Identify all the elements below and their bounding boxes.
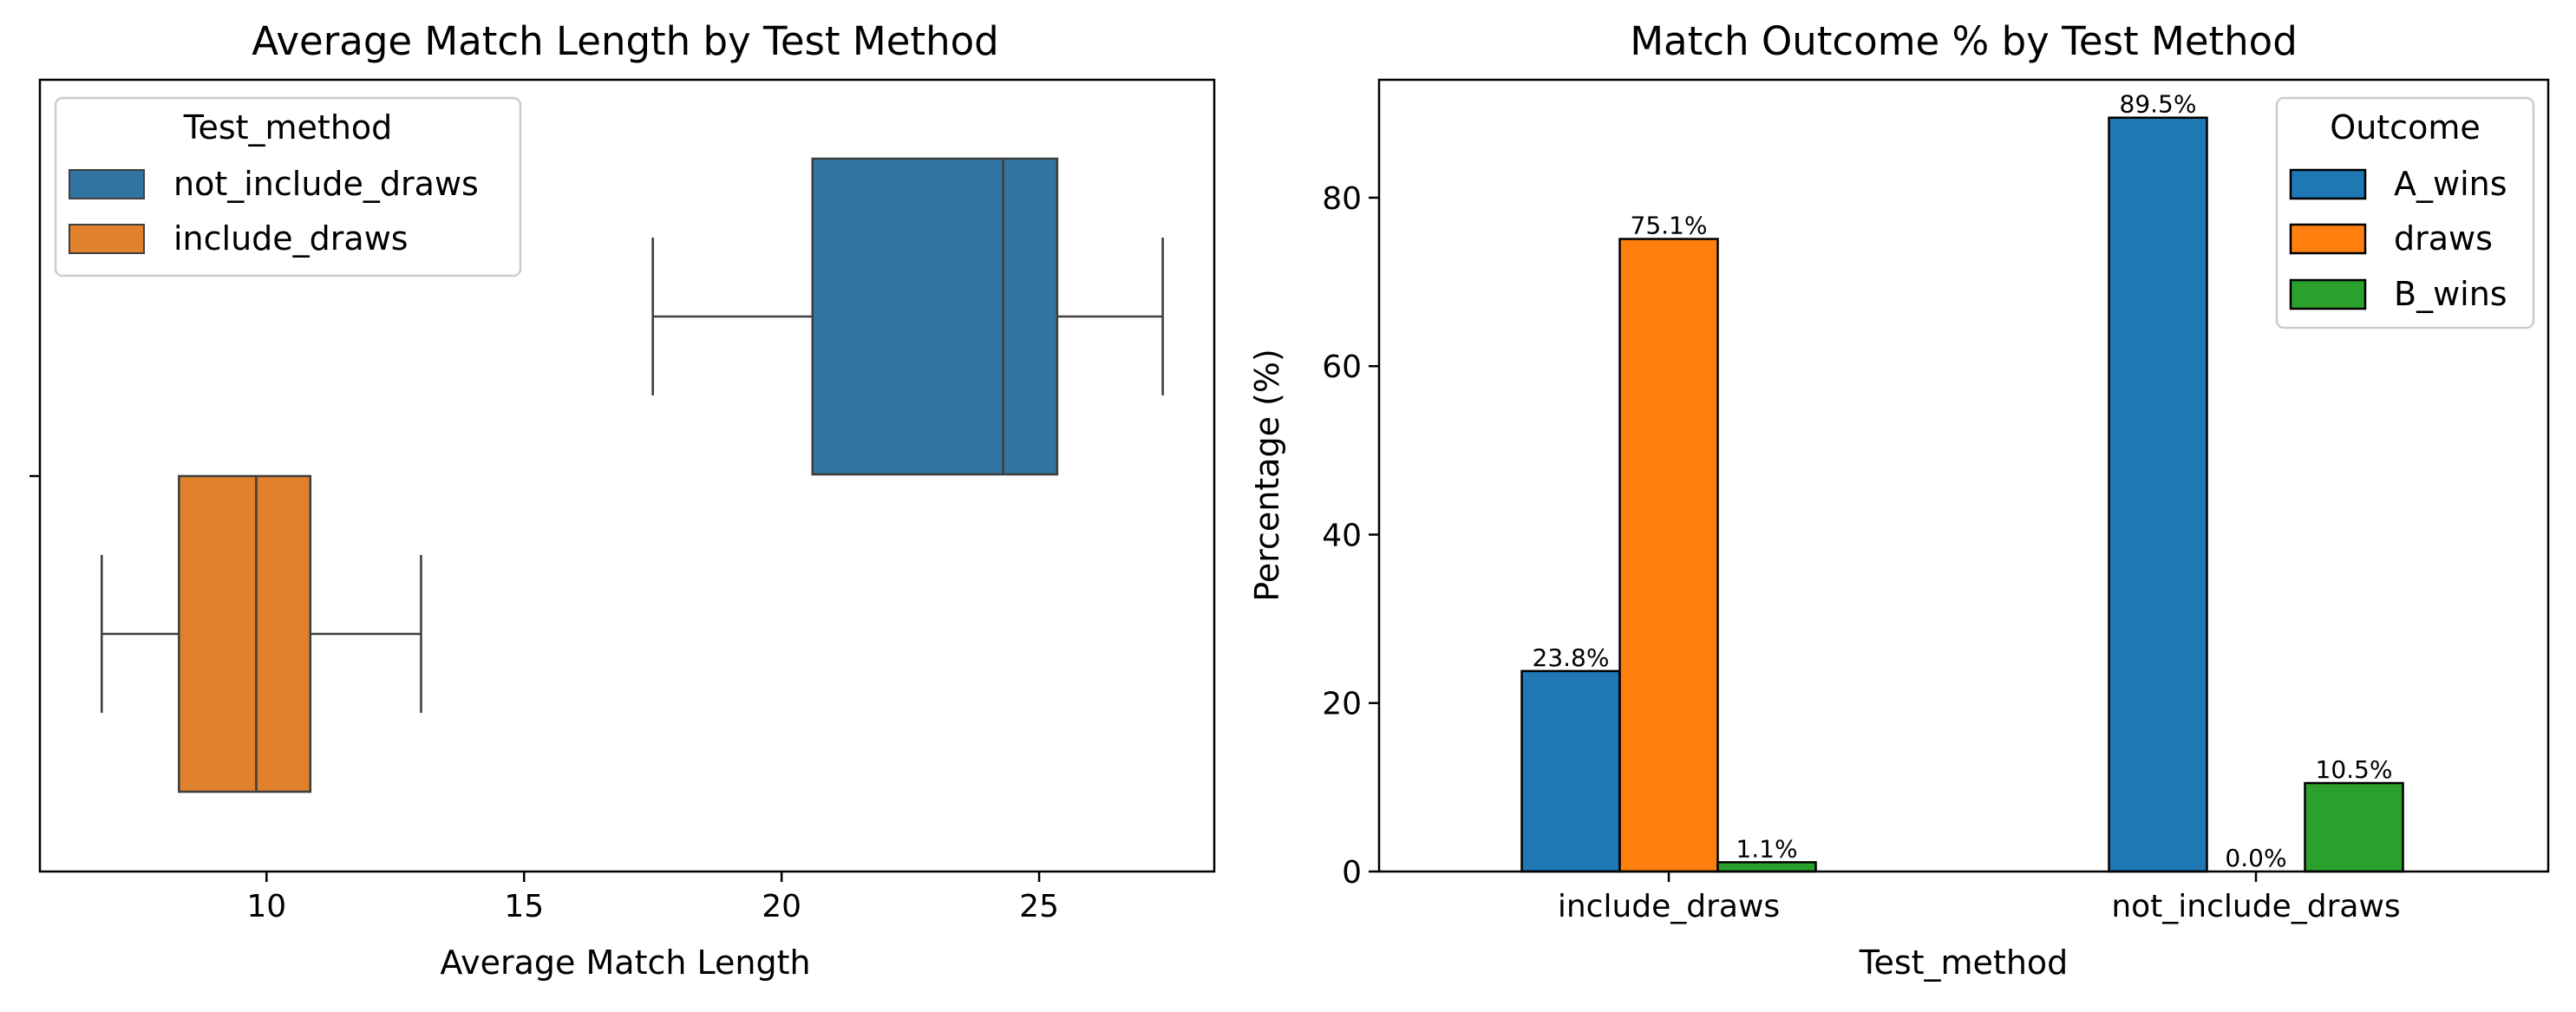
box-chart-xlabel: Average Match Length <box>440 943 810 982</box>
bar-A_wins-include_draws <box>1520 669 1621 873</box>
bar-legend-swatch-draws <box>2289 223 2367 255</box>
box-legend-label-not-include-draws: not_include_draws <box>173 165 479 203</box>
box-chart-xticks: 10 15 20 25 <box>246 872 1059 924</box>
x-tick-label: 15 <box>504 889 544 924</box>
bar-A_wins-not_include_draws <box>2108 116 2208 873</box>
bar-chart-frame <box>1377 78 2550 873</box>
x-tick-label: 25 <box>1019 889 1059 924</box>
box-legend-swatch-include-draws <box>69 224 145 254</box>
bar-data-label: 0.0% <box>2225 844 2286 872</box>
box-chart: Average Match Length by Test Method 10 15… <box>29 18 1216 982</box>
box-legend-title: Test_method <box>183 108 393 147</box>
box-not_include_draws <box>651 157 1164 476</box>
y-tick-label: 0 <box>1342 855 1362 891</box>
bar-legend-label-a-wins: A_wins <box>2394 165 2507 203</box>
y-tick-label: 20 <box>1322 687 1362 722</box>
bar-draws-include_draws <box>1618 238 1719 873</box>
bar-chart-legend: Outcome A_wins draws B_wins <box>2275 96 2535 330</box>
bar-chart-xticks: include_draws not_include_draws <box>1558 872 2401 924</box>
bar-legend-title: Outcome <box>2330 108 2480 147</box>
y-tick-label: 80 <box>1322 181 1362 217</box>
bar-data-label: 23.8% <box>1533 643 1610 672</box>
y-tick-label: 60 <box>1322 349 1362 385</box>
bar-chart-yticks: 0 20 40 60 80 <box>1322 181 1379 891</box>
bar-legend-swatch-a-wins <box>2289 168 2367 200</box>
x-tick-label: include_draws <box>1558 889 1780 924</box>
bar-B_wins-include_draws <box>1716 861 1817 873</box>
x-tick-label: 10 <box>246 889 286 924</box>
box-plot-area <box>100 157 1164 793</box>
bar-plot-area <box>1520 116 2404 873</box>
box-iqr <box>811 157 1059 476</box>
bar-legend-label-draws: draws <box>2394 219 2493 258</box>
box-iqr <box>178 474 312 793</box>
bar-data-label: 10.5% <box>2316 755 2393 784</box>
bar-chart-title: Match Outcome % by Test Method <box>1630 18 2298 64</box>
bar-data-labels: 23.8% 75.1% 1.1% 89.5% 0.0% 10.5% <box>1533 90 2393 872</box>
box-legend-frame <box>54 96 522 277</box>
box-legend-label-include-draws: include_draws <box>173 219 409 258</box>
y-tick-label: 40 <box>1322 518 1362 553</box>
bar-legend-label-b-wins: B_wins <box>2394 275 2507 313</box>
bar-chart-ylabel: Percentage (%) <box>1248 349 1286 602</box>
bar-B_wins-not_include_draws <box>2304 781 2404 873</box>
box-include_draws <box>100 474 422 793</box>
bar-legend-swatch-b-wins <box>2289 278 2367 310</box>
bar-chart: Match Outcome % by Test Method 23.8% 75.1… <box>1248 18 2550 982</box>
bar-data-label: 89.5% <box>2120 90 2197 119</box>
box-chart-title: Average Match Length by Test Method <box>252 18 998 64</box>
box-chart-legend: Test_method not_include_draws include_dr… <box>54 96 522 277</box>
bar-data-label: 1.1% <box>1736 834 1797 863</box>
bar-chart-xlabel: Test_method <box>1859 943 2069 982</box>
bar-legend-frame <box>2275 96 2535 330</box>
x-tick-label: 20 <box>762 889 801 924</box>
bar-data-label: 75.1% <box>1631 212 1708 240</box>
box-legend-swatch-not-include-draws <box>69 169 145 199</box>
x-tick-label: not_include_draws <box>2111 889 2400 924</box>
